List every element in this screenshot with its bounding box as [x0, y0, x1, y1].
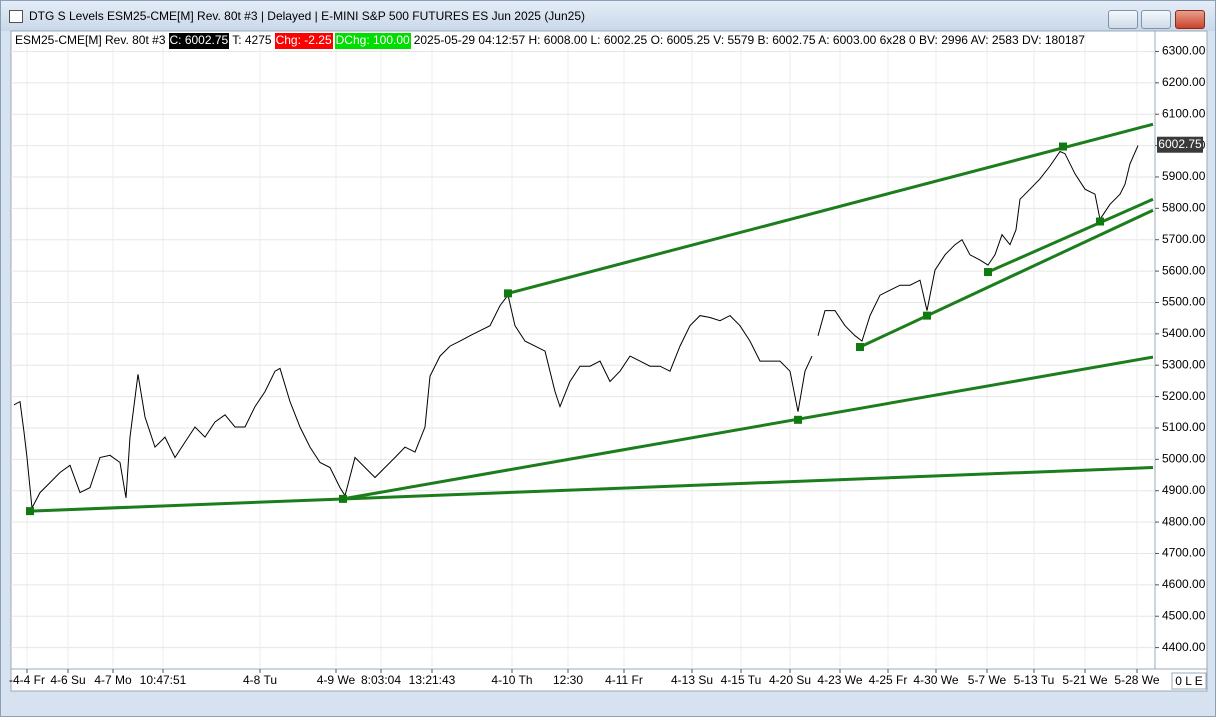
x-tick-label: 13:21:43 [409, 673, 456, 687]
x-tick-label: 4-23 We [817, 673, 862, 687]
y-tick-label: 6100.00 [1162, 106, 1206, 120]
trendline [507, 122, 1154, 295]
symbol: ESM25-CME[M] Rev. 80t #3 [15, 33, 166, 47]
y-tick-label: 5200.00 [1162, 389, 1206, 403]
title-bar: DTG S Levels ESM25-CME[M] Rev. 80t #3 | … [1, 1, 1215, 31]
tick-count: T: 4275 [232, 33, 272, 47]
x-tick-label: 5-21 We [1062, 673, 1107, 687]
anchor-point [984, 268, 992, 277]
status-box [1171, 672, 1207, 690]
x-tick-label: 4-10 Th [491, 673, 532, 687]
trendline [29, 466, 1154, 513]
trendline [859, 208, 1154, 349]
x-tick-label: 4-8 Tu [243, 673, 277, 687]
y-tick-label: 4500.00 [1162, 608, 1206, 622]
y-tick-label: 4700.00 [1162, 546, 1206, 560]
anchor-point [339, 494, 347, 503]
trendline [987, 197, 1154, 274]
price-line [13, 145, 1139, 510]
x-tick-label: 8:03:04 [361, 673, 401, 687]
close-button[interactable] [1175, 10, 1205, 29]
time-axis [10, 668, 1208, 692]
anchor-point [504, 289, 512, 298]
plot-area [10, 30, 1156, 670]
last-price-marker [1157, 136, 1203, 153]
y-tick-label: 4900.00 [1162, 483, 1206, 497]
anchor-point [26, 507, 34, 516]
trendline [342, 355, 1154, 501]
x-tick-label: 4-6 Su [50, 673, 85, 687]
x-tick-label: 5-28 We [1114, 673, 1159, 687]
y-tick-label: 5100.00 [1162, 420, 1206, 434]
x-tick-label: 4-30 We [913, 673, 958, 687]
change: Chg: -2.25 [274, 33, 333, 49]
x-tick-label: 10:47:51 [140, 673, 187, 687]
y-tick-label: 5400.00 [1162, 326, 1206, 340]
x-tick-label: 4-25 Fr [869, 673, 908, 687]
status-text: 0 L E [1175, 674, 1203, 688]
y-tick-label: 5300.00 [1162, 357, 1206, 371]
x-tick-label: 4-7 Mo [94, 673, 132, 687]
anchor-point [794, 415, 802, 424]
anchor-point [923, 311, 931, 320]
x-tick-label: 4-15 Tu [721, 673, 762, 687]
daily-change: DChg: 100.00 [334, 33, 411, 49]
window-icon [9, 10, 23, 23]
y-tick-label: 5600.00 [1162, 263, 1206, 277]
y-tick-label: 5800.00 [1162, 201, 1206, 215]
x-tick-label: 4-11 Fr [605, 673, 643, 687]
y-tick-label: 5700.00 [1162, 232, 1206, 246]
y-tick-label: 6200.00 [1162, 75, 1206, 89]
y-tick-label: 4800.00 [1162, 514, 1206, 528]
y-tick-label: 4400.00 [1162, 640, 1206, 654]
price-axis [1154, 30, 1208, 670]
x-tick-label: 4-13 Su [671, 673, 713, 687]
y-tick-label: 5000.00 [1162, 452, 1206, 466]
anchor-point [1096, 217, 1104, 226]
y-tick-label: 6300.00 [1162, 44, 1206, 58]
y-tick-label: 5900.00 [1162, 169, 1206, 183]
y-tick-label: 4600.00 [1162, 577, 1206, 591]
quote-details: 2025-05-29 04:12:57 H: 6008.00 L: 6002.2… [413, 33, 1085, 47]
x-tick-label: 4-9 We [317, 673, 356, 687]
x-tick-label: 5-13 Tu [1014, 673, 1055, 687]
window-title: DTG S Levels ESM25-CME[M] Rev. 80t #3 | … [29, 9, 586, 23]
maximize-button[interactable] [1141, 10, 1171, 29]
close-value: C: 6002.75 [168, 33, 230, 49]
anchor-point [856, 343, 864, 352]
x-tick-label: -4-4 Fr [9, 673, 45, 687]
y-tick-label: 5500.00 [1162, 295, 1206, 309]
x-tick-label: 12:30 [553, 673, 583, 687]
minimize-button[interactable] [1108, 10, 1138, 29]
x-tick-label: 4-20 Su [769, 673, 811, 687]
x-tick-label: 5-7 We [968, 673, 1007, 687]
anchor-point [1059, 142, 1067, 151]
info-bar: ESM25-CME[M] Rev. 80t #3 C: 6002.75 T: 4… [14, 33, 1086, 49]
last-price-label: 6002.75 [1158, 137, 1202, 151]
